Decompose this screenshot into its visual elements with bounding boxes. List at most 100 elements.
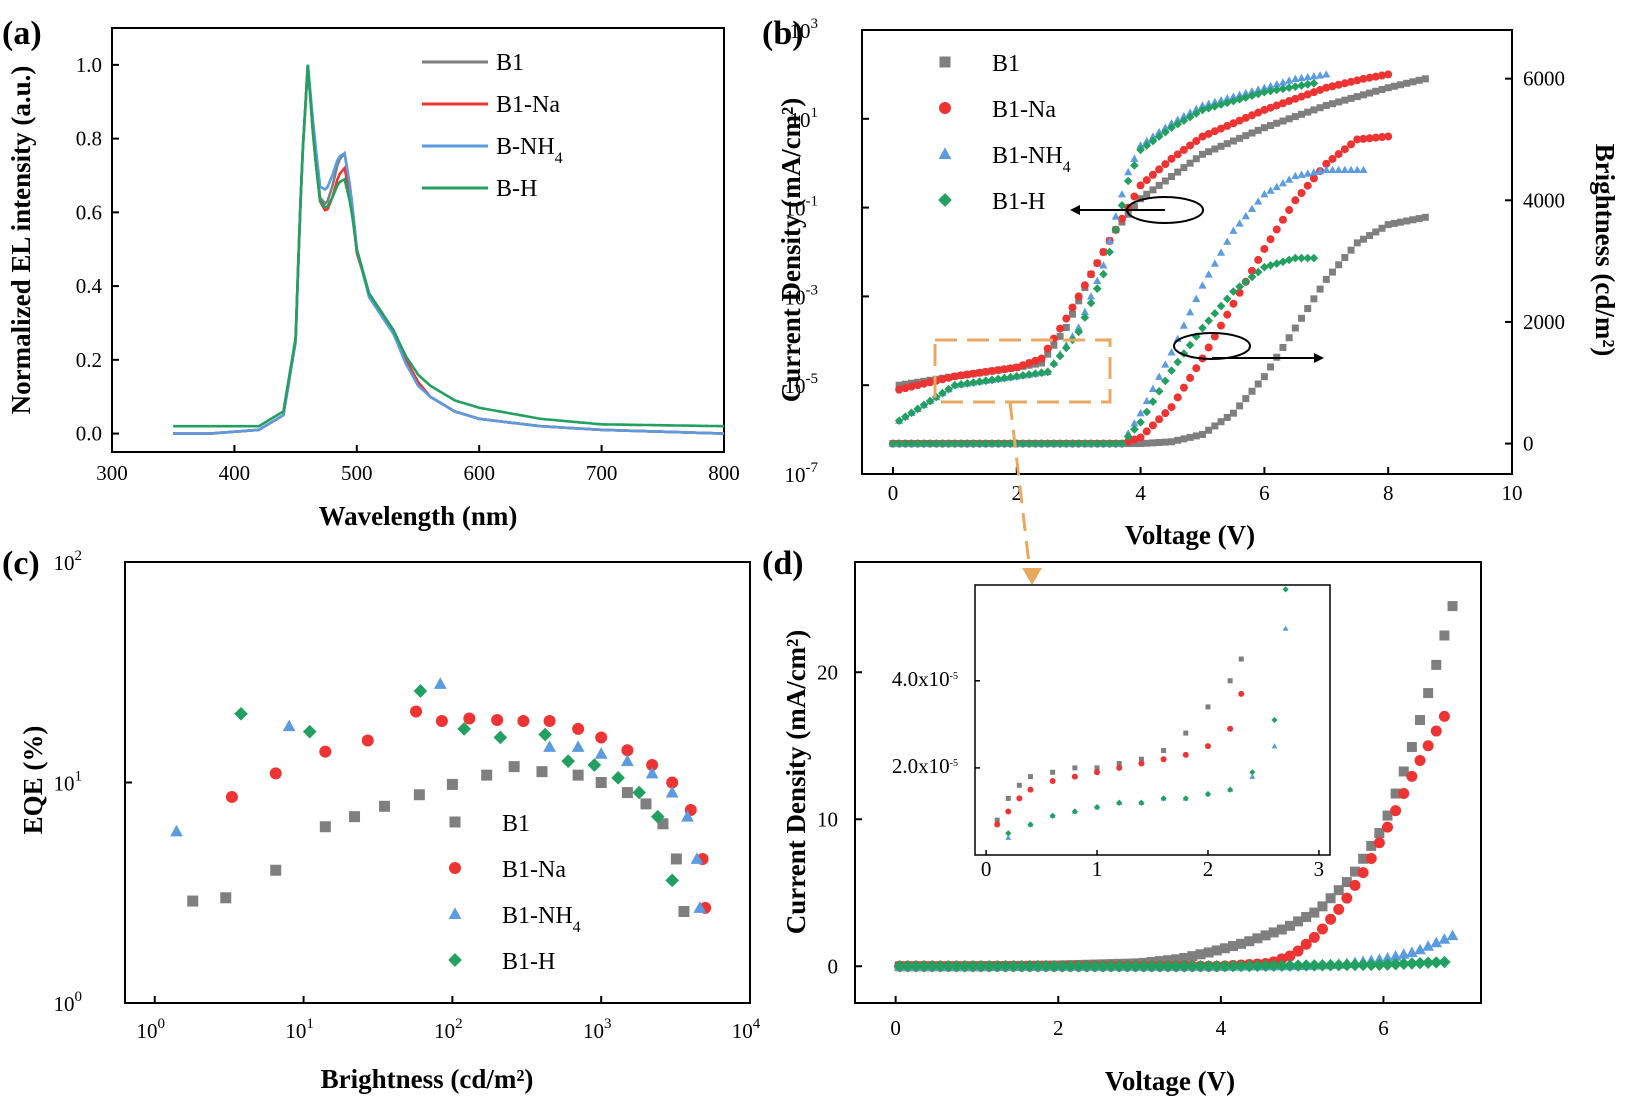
current-point-b1-h (1000, 373, 1009, 383)
current-point-b1-na (907, 382, 916, 391)
current-point-b1-h (1023, 960, 1036, 973)
brightness-point-b1-h (1216, 301, 1226, 311)
current-point-b1 (1439, 630, 1450, 641)
current-point-b1 (1358, 853, 1369, 864)
brightness-point-b1-h (993, 439, 1003, 448)
brightness-point-b1-na (1248, 266, 1256, 275)
brightness-point-b1 (1328, 268, 1336, 276)
current-point-b1-h (1031, 960, 1045, 973)
current-point-b1-na (1378, 71, 1386, 80)
brightness-point-b1-nh4 (1359, 165, 1368, 174)
y-tick-label: 0.2 (76, 348, 102, 372)
current-point-b1-h (1194, 960, 1207, 973)
current-point-b1-na (1398, 788, 1410, 800)
current-point-b1-na (957, 371, 966, 380)
current-point-b1-h (1074, 327, 1084, 337)
panel-c-xlabel: Brightness (cd/m²) (321, 1064, 534, 1094)
current-point-b1 (1198, 150, 1206, 158)
current-point-b1-h (1080, 313, 1090, 322)
brightness-point-b1-nh4 (1346, 165, 1356, 174)
current-point-b1-nh4 (1430, 936, 1443, 948)
current-point-b1 (1211, 145, 1219, 153)
current-point-b1 (1161, 177, 1169, 185)
brightness-point-b1-na (1167, 403, 1176, 412)
brightness-point-b1 (1236, 402, 1244, 410)
current-point-b1 (1223, 140, 1231, 148)
y-tick-label: 0.0 (76, 422, 102, 446)
brightness-point-b1 (1180, 435, 1188, 443)
brightness-point-b1-na (1371, 133, 1380, 142)
current-point-b1 (1149, 186, 1157, 194)
current-point-b1-h (1142, 141, 1152, 150)
current-point-b1-h (1229, 96, 1238, 106)
current-point-b1-na (1438, 710, 1450, 722)
current-point-b1-na (1347, 77, 1356, 86)
current-point-b1-nh4 (1241, 88, 1250, 97)
legend-marker (449, 816, 461, 828)
current-point-b1-h (938, 388, 947, 398)
legend-label: B1-H (502, 949, 555, 975)
brightness-point-b1-h (1173, 357, 1183, 367)
brightness-point-b1-nh4 (1142, 396, 1151, 405)
panel-c-ylabel: EQE (%) (18, 726, 48, 835)
inset-point-b1-h (1071, 808, 1078, 815)
current-point-b1-nh4 (1198, 101, 1207, 109)
x-tick-label: 800 (708, 461, 740, 485)
eqe-point-b1 (379, 800, 391, 812)
brightness-point-b1-h (1247, 272, 1257, 282)
y-tick-label: 101 (54, 769, 83, 796)
brightness-point-b1-nh4 (1235, 219, 1244, 227)
x-tick-label: 300 (96, 461, 128, 485)
panel-b-zoom-connector (1008, 401, 1032, 573)
current-point-b1-h (934, 960, 947, 973)
brightness-point-b1-h (950, 439, 960, 448)
eqe-point-b1-h (665, 873, 680, 888)
brightness-point-b1-na (1334, 150, 1343, 159)
brightness-point-b1-h (1284, 255, 1294, 265)
current-point-b1-nh4 (1422, 940, 1434, 951)
current-point-b1-na (1308, 931, 1320, 943)
current-point-b1-nh4 (1148, 132, 1158, 140)
brightness-point-b1 (1390, 219, 1398, 227)
inset-point-b1-na (1005, 808, 1012, 815)
current-point-b1-na (1025, 359, 1034, 367)
eqe-point-b1-h (561, 754, 575, 768)
current-point-b1-h (1222, 98, 1232, 108)
current-point-b1-na (1322, 83, 1331, 92)
current-point-b1-h (913, 404, 923, 414)
panel-b-label: (b) (762, 15, 804, 52)
current-point-b1-na (1031, 356, 1040, 365)
current-point-b1-na (1349, 879, 1361, 891)
inset-point-b1-na (1016, 795, 1023, 802)
current-point-b1-na (1292, 945, 1304, 957)
current-point-b1-na (1291, 94, 1300, 103)
current-point-b1-h (1154, 132, 1164, 141)
brightness-point-b1-na (1266, 235, 1275, 244)
x-tick-label: 600 (463, 461, 495, 485)
current-point-b1-na (1093, 259, 1102, 268)
current-point-b1 (1390, 82, 1398, 90)
eqe-point-b1-na (361, 734, 374, 747)
current-point-b1-nh4 (1438, 933, 1451, 944)
eqe-point-b1 (270, 864, 282, 876)
brightness-point-b1-na (1303, 181, 1312, 190)
current-point-b1-h (1080, 960, 1093, 973)
eqe-point-b1-nh4 (621, 754, 634, 767)
x-tick-label: 10 (1502, 481, 1523, 505)
current-point-b1 (1406, 741, 1417, 752)
current-point-b1-nh4 (1080, 307, 1089, 316)
current-point-b1-na (1099, 248, 1108, 256)
eqe-point-b1-h (457, 722, 471, 736)
current-point-b1 (1044, 350, 1052, 358)
inset-point-b1 (1072, 765, 1078, 771)
current-point-b1 (895, 381, 903, 389)
brightness-point-b1 (1161, 438, 1169, 446)
panel-b-ylabel-right: Brightness (cd/m²) (1590, 144, 1620, 357)
eqe-point-b1-na (410, 705, 423, 718)
current-point-b1-h (1121, 960, 1134, 973)
panel-b-frame (861, 29, 1513, 475)
brightness-point-b1-na (1309, 174, 1318, 183)
brightness-point-b1-h (1154, 386, 1164, 396)
current-point-b1-na (1130, 192, 1139, 201)
